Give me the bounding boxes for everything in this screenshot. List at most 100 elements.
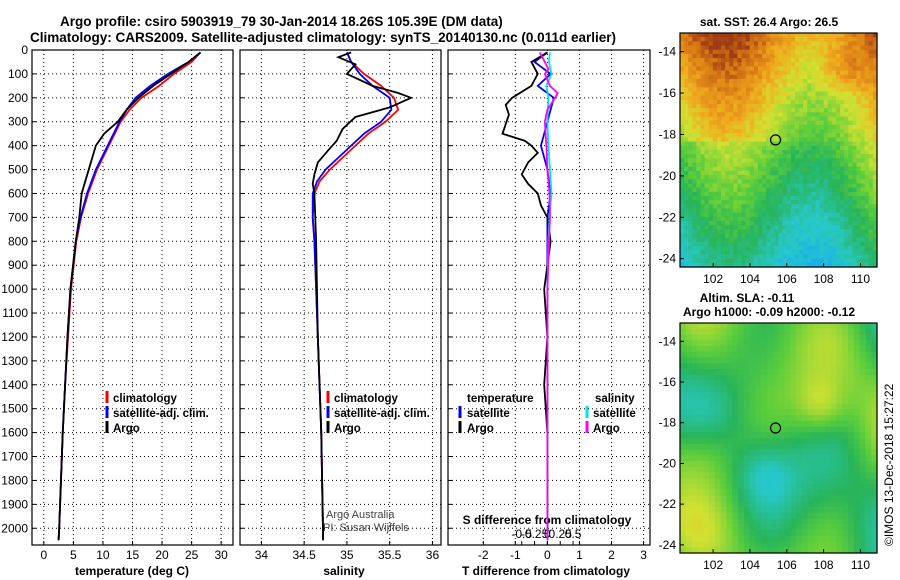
heatmap-cell (795, 351, 803, 359)
heatmap-cell (836, 443, 843, 451)
heatmap-cell (830, 518, 838, 525)
heatmap-cell (762, 187, 767, 193)
heatmap-cell (757, 99, 763, 105)
heatmap-cell (725, 124, 730, 130)
heatmap-cell (732, 334, 739, 341)
heatmap-cell (737, 438, 745, 445)
heatmap-cell (704, 58, 710, 63)
heatmap-cell (766, 225, 771, 230)
heatmap-cell (824, 357, 832, 364)
heatmap-cell (811, 237, 817, 243)
heatmap-cell (737, 415, 745, 422)
heatmap-cell (807, 334, 814, 341)
heatmap-cell (815, 83, 821, 88)
heatmap-cell (872, 133, 878, 139)
heatmap-cell (688, 91, 693, 97)
heatmap-cell (778, 369, 785, 376)
heatmap-cell (868, 120, 874, 126)
heatmap-cell (803, 87, 808, 93)
heatmap-cell (803, 66, 808, 72)
heatmap-cell (795, 323, 803, 330)
heatmap-cell (868, 108, 874, 113)
heatmap-cell (725, 191, 730, 197)
heatmap-cell (766, 141, 771, 147)
heatmap-cell (790, 87, 796, 93)
heatmap-cell (716, 166, 722, 172)
heatmap-cell (865, 484, 872, 491)
heatmap-cell (761, 392, 768, 399)
heatmap-cell (840, 91, 845, 97)
heatmap-cell (761, 340, 768, 347)
heatmap-cell (807, 33, 812, 38)
heatmap-cell (732, 426, 739, 433)
heatmap-cell (842, 380, 849, 387)
heatmap-cell (830, 501, 838, 508)
heatmap-cell (733, 204, 739, 210)
heatmap-cell (868, 124, 874, 130)
heatmap-cell (680, 58, 685, 63)
heatmap-cell (813, 495, 820, 502)
heatmap-cell (753, 87, 759, 93)
heatmap-cell (762, 129, 767, 134)
heatmap-cell (766, 246, 771, 251)
heatmap-cell (860, 66, 866, 72)
heatmap-cell (692, 66, 698, 72)
heatmap-cell (745, 133, 751, 139)
heatmap-cell (697, 512, 704, 520)
heatmap-cell (692, 187, 698, 193)
heatmap-cell (729, 129, 734, 134)
heatmap-cell (749, 175, 755, 180)
heatmap-cell (872, 116, 878, 122)
heatmap-cell (741, 108, 747, 113)
heatmap-cell (852, 262, 858, 268)
heatmap-cell (840, 104, 845, 109)
heatmap-cell (865, 541, 872, 548)
heatmap-cell (714, 357, 722, 364)
heatmap-cell (790, 334, 797, 341)
heatmap-cell (700, 237, 706, 243)
heatmap-cell (778, 535, 785, 543)
heatmap-cell (691, 512, 698, 520)
heatmap-cell (729, 87, 734, 93)
heatmap-cell (844, 258, 849, 264)
heatmap-cell (749, 183, 755, 189)
heatmap-cell (815, 95, 821, 101)
heatmap-cell (824, 380, 832, 387)
heatmap-cell (761, 432, 768, 439)
heatmap-cell (807, 74, 812, 80)
heatmap-cell (755, 547, 762, 554)
heatmap-cell (786, 216, 792, 222)
heatmap-cell (794, 116, 800, 122)
heatmap-cell (697, 392, 704, 399)
heatmap-cell (732, 455, 739, 462)
heatmap-cell (725, 74, 730, 80)
heatmap-cell (827, 166, 833, 172)
heatmap-cell (835, 62, 841, 68)
heatmap-cell (766, 158, 771, 164)
heatmap-cell (840, 108, 845, 113)
heatmap-cell (786, 112, 792, 118)
heatmap-cell (749, 37, 755, 42)
heatmap-cell (692, 166, 698, 172)
heatmap-cell (716, 33, 722, 38)
heatmap-cell (871, 397, 878, 405)
heatmap-cell (842, 340, 849, 347)
heatmap-cell (852, 195, 858, 201)
heatmap-cell (790, 392, 797, 399)
heatmap-cell (766, 262, 771, 268)
heatmap-cell (853, 369, 861, 376)
heatmap-cell (803, 254, 808, 260)
map-x-tick-label: 104 (740, 558, 760, 572)
heatmap-cell (770, 83, 775, 88)
heatmap-cell (703, 363, 710, 370)
heatmap-cell (836, 466, 843, 474)
heatmap-cell (712, 133, 718, 139)
heatmap-cell (864, 133, 870, 139)
heatmap-cell (852, 58, 858, 63)
heatmap-cell (782, 175, 788, 180)
heatmap-cell (749, 150, 755, 155)
heatmap-cell (868, 104, 874, 109)
heatmap-cell (819, 351, 826, 359)
heatmap-cell (749, 484, 756, 491)
map-x-tick-label: 110 (851, 272, 870, 286)
